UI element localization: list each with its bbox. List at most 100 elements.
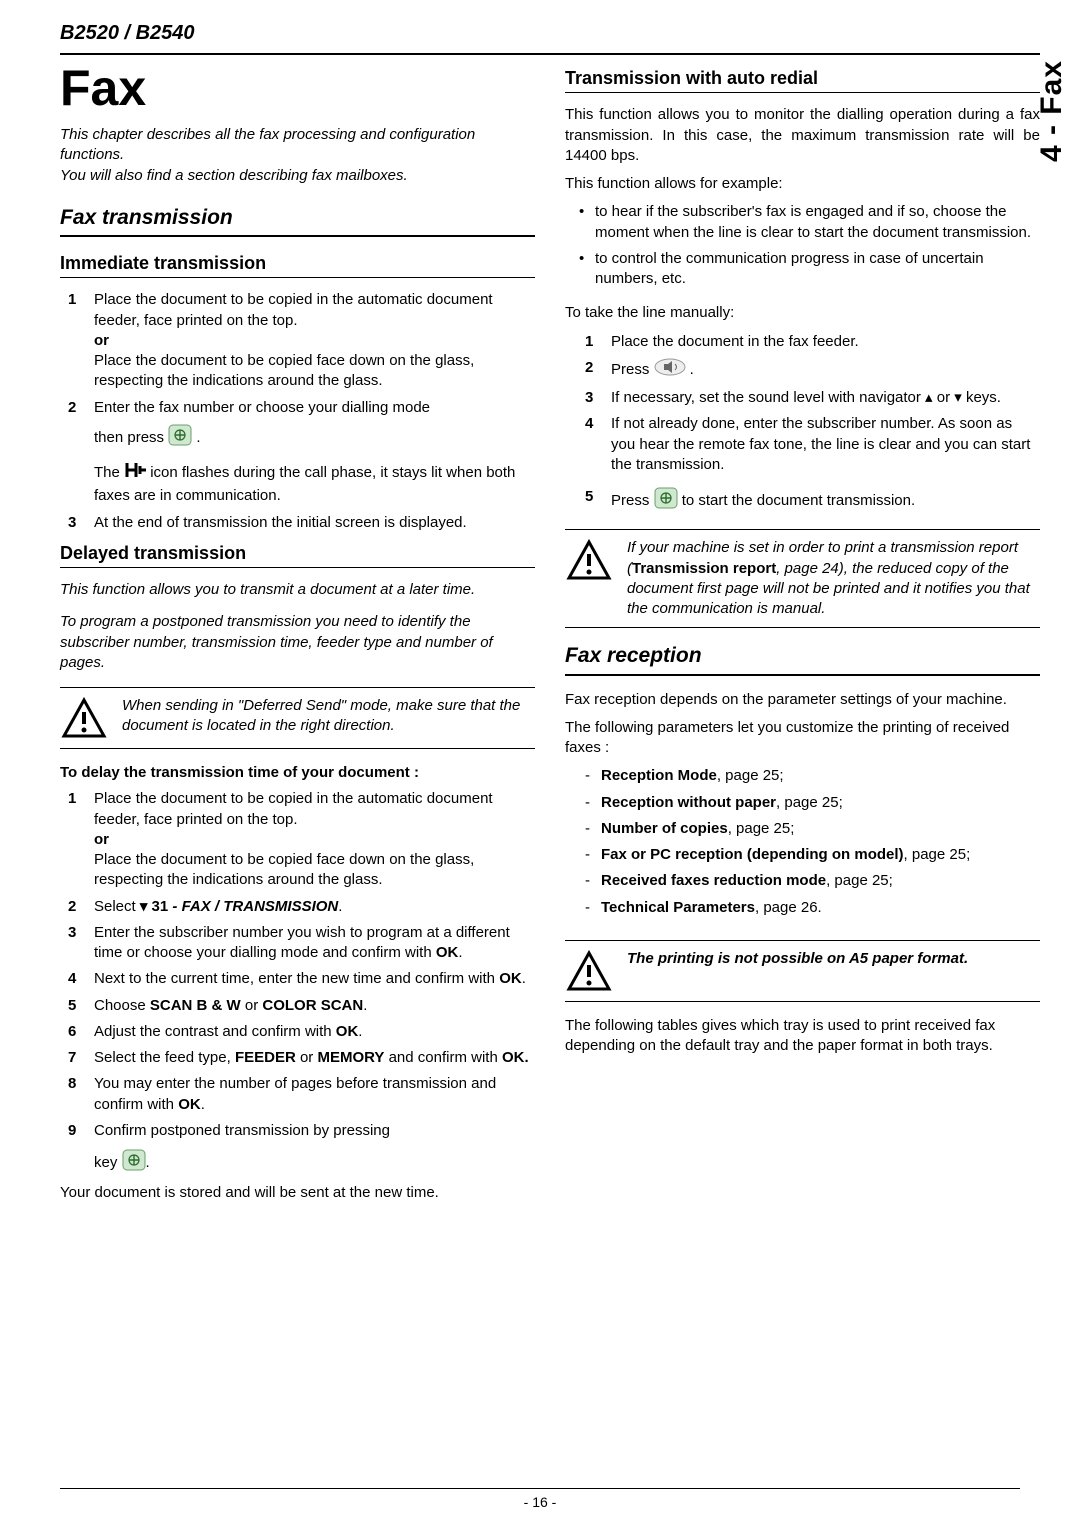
fr-li5: Received faxes reduction mode, page 25;: [601, 871, 1040, 891]
d7-b: FEEDER: [235, 1049, 296, 1066]
section-fax-transmission: Fax transmission: [60, 204, 535, 237]
step-2: 2 Enter the fax number or choose your di…: [94, 398, 535, 507]
d7-ok: OK.: [502, 1049, 529, 1066]
dstep-5: 5 Choose SCAN B & W or COLOR SCAN.: [94, 996, 535, 1016]
delayed-p1: This function allows you to transmit a d…: [60, 580, 535, 600]
rstep-2: 2 Press .: [611, 358, 1040, 382]
note-a5: The printing is not possible on A5 paper…: [565, 940, 1040, 1002]
warning-icon-3: [565, 949, 613, 993]
side-chapter-tab: 4 - Fax: [1032, 60, 1073, 162]
dstep-3: 3 Enter the subscriber number you wish t…: [94, 923, 535, 964]
li1a: Reception Mode: [601, 767, 717, 784]
r3: If necessary, set the sound level with n…: [611, 389, 1001, 406]
warning-icon-2: [565, 538, 613, 582]
step2-text-c: The: [94, 464, 124, 481]
section-fax-reception: Fax reception: [565, 642, 1040, 675]
fr-p3: The following tables gives which tray is…: [565, 1016, 1040, 1057]
ar-b1: to hear if the subscriber's fax is engag…: [595, 202, 1040, 243]
d7-a: Select the feed type,: [94, 1049, 235, 1066]
dstep-1: 1 Place the document to be copied in the…: [94, 789, 535, 890]
delay-steps: 1 Place the document to be copied in the…: [60, 789, 535, 1177]
step3-text: At the end of transmission the initial s…: [94, 514, 467, 531]
r1: Place the document in the fax feeder.: [611, 333, 859, 350]
r5b: to start the document transmission.: [682, 492, 915, 509]
fr-li6: Technical Parameters, page 26.: [601, 898, 1040, 918]
top-rule: [60, 53, 1040, 55]
delayed-p2: To program a postponed transmission you …: [60, 612, 535, 673]
ar-steps: 1Place the document in the fax feeder. 2…: [565, 332, 1040, 516]
ar-p3: To take the line manually:: [565, 303, 1040, 323]
fr-p1: Fax reception depends on the parameter s…: [565, 690, 1040, 710]
d5-b: SCAN B & W: [150, 997, 241, 1014]
d6-a: Adjust the contrast and confirm with: [94, 1023, 336, 1040]
d7-e: and confirm with: [384, 1049, 502, 1066]
d1-a: Place the document to be copied in the a…: [94, 790, 493, 827]
intro-line2: You will also find a section describing …: [60, 167, 408, 184]
fr-p2: The following parameters let you customi…: [565, 718, 1040, 759]
d7-d: MEMORY: [317, 1049, 384, 1066]
subsection-delayed: Delayed transmission: [60, 541, 535, 568]
delay-heading: To delay the transmission time of your d…: [60, 763, 535, 783]
r5a: Press: [611, 492, 654, 509]
d7-c: or: [296, 1049, 318, 1066]
start-key-icon: [168, 424, 192, 452]
dstep-7: 7 Select the feed type, FEEDER or MEMORY…: [94, 1048, 535, 1068]
dstep-8: 8 You may enter the number of pages befo…: [94, 1074, 535, 1115]
fr-li3: Number of copies, page 25;: [601, 819, 1040, 839]
step1-text-b: Place the document to be copied face dow…: [94, 352, 474, 389]
fr-li1: Reception Mode, page 25;: [601, 766, 1040, 786]
immediate-steps: 1 Place the document to be copied in the…: [60, 290, 535, 533]
note-report: If your machine is set in order to print…: [565, 529, 1040, 628]
speaker-key-icon: [654, 358, 686, 382]
fr-params: Reception Mode, page 25; Reception witho…: [565, 766, 1040, 918]
dstep-2: 2 Select ▾ 31 - FAX / TRANSMISSION.: [94, 897, 535, 917]
d6-ok: OK: [336, 1023, 359, 1040]
step1-text-a: Place the document to be copied in the a…: [94, 291, 493, 328]
li5b: , page 25;: [826, 872, 893, 889]
step-1: 1 Place the document to be copied in the…: [94, 290, 535, 391]
li4b: , page 25;: [904, 846, 971, 863]
li4a: Fax or PC reception (depending on model): [601, 846, 904, 863]
li6a: Technical Parameters: [601, 899, 755, 916]
intro-text: This chapter describes all the fax proce…: [60, 125, 535, 186]
li3a: Number of copies: [601, 820, 728, 837]
note-a5-text: The printing is not possible on A5 paper…: [627, 949, 1040, 969]
li2b: , page 25;: [776, 794, 843, 811]
li3b: , page 25;: [728, 820, 795, 837]
r4: If not already done, enter the subscribe…: [611, 415, 1030, 473]
step2-text-d: icon flashes during the call phase, it s…: [94, 464, 515, 504]
d5-c: or: [241, 997, 263, 1014]
step-3: 3 At the end of transmission the initial…: [94, 513, 535, 533]
page-title: Fax: [60, 63, 535, 113]
li5a: Received faxes reduction mode: [601, 872, 826, 889]
li2a: Reception without paper: [601, 794, 776, 811]
ar-p1: This function allows you to monitor the …: [565, 105, 1040, 166]
start-key-icon-2: [122, 1149, 146, 1177]
warning-icon: [60, 696, 108, 740]
intro-line1: This chapter describes all the fax proce…: [60, 126, 475, 163]
fr-li4: Fax or PC reception (depending on model)…: [601, 845, 1040, 865]
d9-b: key: [94, 1154, 122, 1171]
page-number: - 16 -: [60, 1488, 1020, 1512]
delay-tail: Your document is stored and will be sent…: [60, 1183, 535, 1203]
content-columns: Fax This chapter describes all the fax p…: [60, 63, 1040, 1212]
right-column: Transmission with auto redial This funct…: [565, 63, 1040, 1212]
d4-ok: OK: [499, 970, 522, 987]
d4-a: Next to the current time, enter the new …: [94, 970, 499, 987]
subsection-immediate: Immediate transmission: [60, 251, 535, 278]
line-icon: [124, 460, 146, 486]
ar-b2: to control the communication progress in…: [595, 249, 1040, 290]
rstep-1: 1Place the document in the fax feeder.: [611, 332, 1040, 352]
dstep-4: 4 Next to the current time, enter the ne…: [94, 969, 535, 989]
n2b: Transmission report: [632, 560, 776, 577]
li1b: , page 25;: [717, 767, 784, 784]
d2-c: - FAX / TRANSMISSION: [172, 898, 338, 915]
rstep-5: 5 Press to start the document transmissi…: [611, 487, 1040, 515]
subsection-auto-redial: Transmission with auto redial: [565, 66, 1040, 93]
fr-li2: Reception without paper, page 25;: [601, 793, 1040, 813]
d1-b: Place the document to be copied face dow…: [94, 851, 474, 888]
d2-a: Select: [94, 898, 140, 915]
d8-a: You may enter the number of pages before…: [94, 1075, 496, 1112]
ar-p2: This function allows for example:: [565, 174, 1040, 194]
d5-d: COLOR SCAN: [262, 997, 363, 1014]
